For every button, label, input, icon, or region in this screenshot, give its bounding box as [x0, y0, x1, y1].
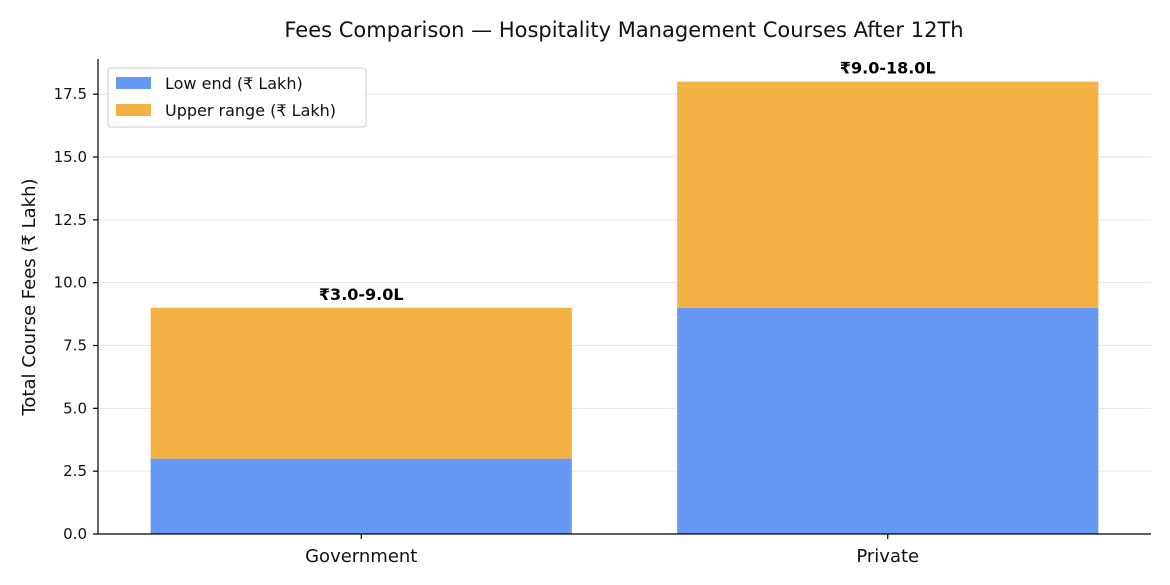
- y-tick-label: 10.0: [54, 274, 87, 292]
- y-tick-label: 7.5: [63, 337, 87, 355]
- y-tick-label: 17.5: [54, 85, 87, 103]
- bars: [150, 81, 1099, 534]
- bar-private-low: [677, 307, 1099, 534]
- data-labels: ₹3.0-9.0L ₹9.0-18.0L: [319, 59, 936, 304]
- x-tick-label: Government: [305, 546, 417, 567]
- y-tick-label: 12.5: [54, 211, 87, 229]
- data-label: ₹3.0-9.0L: [319, 285, 404, 304]
- y-tick-label: 5.0: [63, 399, 87, 417]
- legend-swatch: [116, 104, 151, 116]
- axes: 0.0 2.5 5.0 7.5 10.0 12.5 15.0 17.5 Government Pr…: [54, 59, 1151, 567]
- y-tick-label: 15.0: [54, 148, 87, 166]
- legend-entry: Low end (₹ Lakh): [165, 74, 303, 93]
- bar-private-upper: [677, 81, 1099, 308]
- bar-government-low: [150, 458, 572, 534]
- chart-title: Fees Comparison — Hospitality Management…: [284, 18, 963, 42]
- x-tick-label: Private: [856, 546, 919, 567]
- y-tick-label: 0.0: [63, 525, 87, 543]
- bar-government-upper: [150, 307, 572, 459]
- data-label: ₹9.0-18.0L: [840, 59, 936, 78]
- legend-entry: Upper range (₹ Lakh): [165, 101, 336, 120]
- y-tick-label: 2.5: [63, 462, 87, 480]
- legend-box: [107, 67, 367, 128]
- y-axis-label: Total Course Fees (₹ Lakh): [19, 178, 40, 416]
- legend-swatch: [116, 77, 151, 89]
- legend: Low end (₹ Lakh) Upper range (₹ Lakh): [107, 67, 367, 128]
